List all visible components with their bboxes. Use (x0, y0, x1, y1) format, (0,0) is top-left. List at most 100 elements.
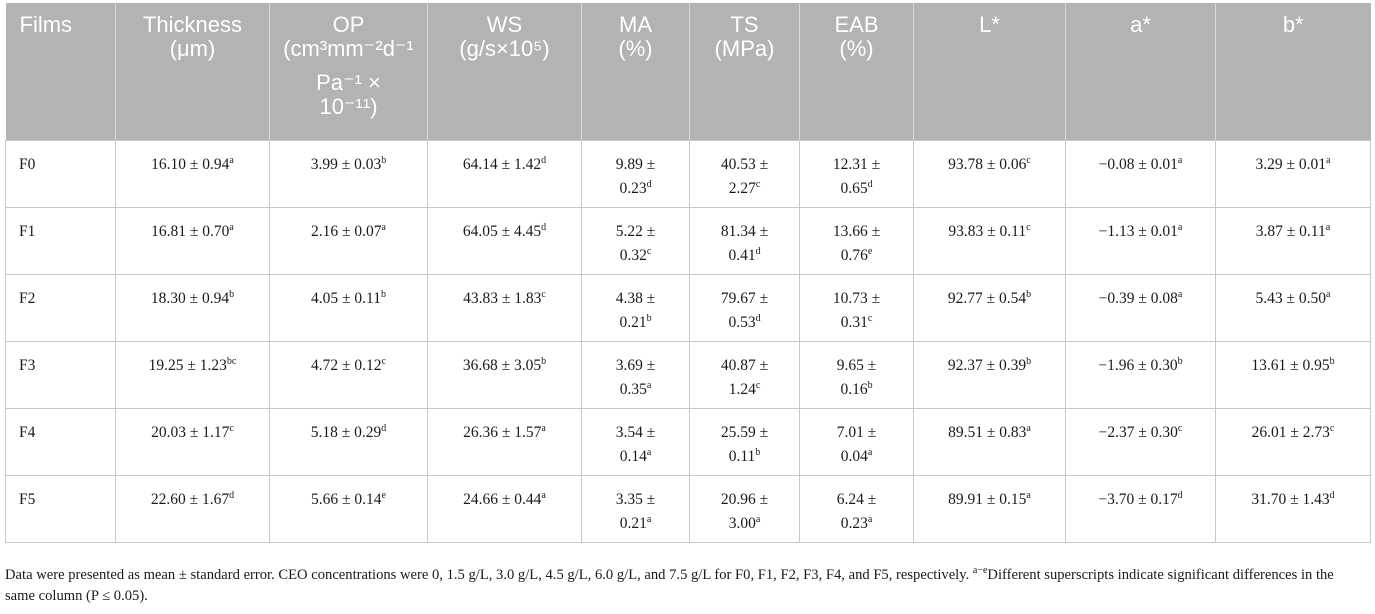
cell-superscript: b (867, 379, 873, 391)
table-row: F2 18.30 ± 0.94b 4.05 ± 0.11b 43.83 ± 1.83c… (5, 273, 1371, 342)
cell-op: 4.72 ± 0.12c (269, 340, 428, 409)
table-row: F4 20.03 ± 1.17c 5.18 ± 0.29d 26.36 ± 1.57a… (5, 407, 1371, 476)
cell-value: 40.87 ± 1.24 (720, 356, 769, 398)
cell-superscript: d (381, 422, 387, 434)
cell-b: 26.01 ± 2.73c (1215, 407, 1371, 476)
cell-ws: 36.68 ± 3.05b (427, 340, 582, 409)
cell-superscript: b (229, 288, 235, 300)
cell-ts: 20.96 ± 3.00a (689, 474, 800, 543)
cell-b: 3.29 ± 0.01a (1215, 139, 1371, 208)
cell-value: 40.53 ± 2.27 (720, 155, 769, 197)
header-ma: MA (%) (581, 3, 690, 140)
cell-value: 26.01 ± 2.73 (1251, 423, 1330, 441)
cell-superscript: a (1177, 154, 1183, 166)
cell-value: 2.16 ± 0.07 (311, 222, 382, 240)
cell-b: 5.43 ± 0.50a (1215, 273, 1371, 342)
cell-value: 6.24 ± 0.23 (836, 490, 877, 532)
film-label: F0 (5, 139, 116, 208)
cell-value: 5.22 ± 0.32 (615, 222, 656, 264)
cell-value: 3.87 ± 0.11 (1255, 222, 1326, 240)
cell-ts: 40.87 ± 1.24c (689, 340, 800, 409)
cell-superscript: b (646, 312, 652, 324)
cell-value: −0.39 ± 0.08 (1098, 289, 1178, 307)
cell-superscript: b (381, 154, 387, 166)
cell-eab: 10.73 ± 0.31c (799, 273, 914, 342)
cell-op: 4.05 ± 0.11b (269, 273, 428, 342)
cell-superscript: b (1177, 355, 1183, 367)
table-row: F3 19.25 ± 1.23bc 4.72 ± 0.12c 36.68 ± 3.05… (5, 340, 1371, 409)
cell-value: 3.54 ± 0.14 (615, 423, 656, 465)
table-footnote: Data were presented as mean ± standard e… (5, 565, 1365, 607)
cell-superscript: a (1026, 489, 1031, 501)
cell-value: 92.37 ± 0.39 (947, 356, 1027, 374)
cell-superscript: c (1026, 221, 1031, 233)
film-label: F3 (5, 340, 116, 409)
cell-op: 5.66 ± 0.14e (269, 474, 428, 543)
cell-b: 13.61 ± 0.95b (1215, 340, 1371, 409)
cell-value: 20.96 ± 3.00 (720, 490, 769, 532)
cell-a: −2.37 ± 0.30c (1065, 407, 1216, 476)
header-thickness: Thickness (μm) (115, 3, 270, 140)
cell-b: 31.70 ± 1.43d (1215, 474, 1371, 543)
cell-ma: 3.54 ± 0.14a (581, 407, 690, 476)
cell-ma: 3.35 ± 0.21a (581, 474, 690, 543)
cell-value: 31.70 ± 1.43 (1251, 490, 1330, 508)
cell-value: 4.72 ± 0.12 (311, 356, 382, 374)
cell-value: 92.77 ± 0.54 (947, 289, 1027, 307)
cell-value: 5.18 ± 0.29 (310, 423, 382, 441)
cell-ts: 25.59 ± 0.11b (689, 407, 800, 476)
cell-value: 64.14 ± 1.42 (462, 155, 542, 173)
cell-superscript: c (646, 245, 652, 257)
cell-value: 89.51 ± 0.83 (948, 423, 1027, 441)
cell-superscript: a (1026, 422, 1031, 434)
cell-value: 93.83 ± 0.11 (948, 222, 1027, 240)
cell-value: 3.35 ± 0.21 (615, 490, 656, 532)
cell-ma: 5.22 ± 0.32c (581, 206, 690, 275)
cell-value: 3.29 ± 0.01 (1255, 155, 1327, 173)
cell-superscript: c (381, 355, 386, 367)
footnote-tail: Different superscripts indicate signific… (5, 567, 1334, 604)
header-op: OP (cm³mm⁻²d⁻¹ Pa⁻¹ × 10⁻¹¹) (269, 3, 428, 140)
cell-value: 25.59 ± 0.11 (720, 423, 769, 465)
cell-superscript: c (229, 422, 234, 434)
cell-superscript: a (646, 446, 652, 458)
cell-value: 4.05 ± 0.11 (311, 289, 381, 307)
cell-value: 13.61 ± 0.95 (1251, 356, 1330, 374)
cell-thickness: 19.25 ± 1.23bc (115, 340, 270, 409)
cell-superscript: a (1326, 154, 1331, 166)
header-eab: EAB (%) (799, 3, 914, 140)
cell-value: 22.60 ± 1.67 (150, 490, 230, 508)
cell-l: 92.37 ± 0.39b (913, 340, 1066, 409)
cell-a: −1.13 ± 0.01a (1065, 206, 1216, 275)
cell-value: 19.25 ± 1.23 (148, 356, 227, 374)
cell-superscript: a (1177, 288, 1183, 300)
cell-superscript: a (541, 422, 546, 434)
cell-superscript: d (755, 312, 761, 324)
header-films: Films (5, 3, 116, 140)
cell-a: −1.96 ± 0.30b (1065, 340, 1216, 409)
cell-ts: 40.53 ± 2.27c (689, 139, 800, 208)
cell-superscript: d (541, 221, 547, 233)
cell-a: −0.08 ± 0.01a (1065, 139, 1216, 208)
cell-l: 93.78 ± 0.06c (913, 139, 1066, 208)
cell-thickness: 16.10 ± 0.94a (115, 139, 270, 208)
cell-ws: 24.66 ± 0.44a (427, 474, 582, 543)
table-row: F1 16.81 ± 0.70a 2.16 ± 0.07a 64.05 ± 4.45d… (5, 206, 1371, 275)
cell-superscript: c (541, 288, 546, 300)
cell-value: −0.08 ± 0.01 (1098, 155, 1178, 173)
film-label: F1 (5, 206, 116, 275)
cell-superscript: b (755, 446, 761, 458)
cell-superscript: d (541, 154, 547, 166)
cell-eab: 12.31 ± 0.65d (799, 139, 914, 208)
cell-value: 12.31 ± 0.65 (832, 155, 881, 197)
cell-superscript: a (229, 154, 234, 166)
cell-ws: 64.14 ± 1.42d (427, 139, 582, 208)
cell-superscript: c (1329, 422, 1335, 434)
cell-l: 89.91 ± 0.15a (913, 474, 1066, 543)
cell-value: 3.99 ± 0.03 (310, 155, 382, 173)
cell-superscript: a (1325, 221, 1331, 233)
table-body: F0 16.10 ± 0.94a 3.99 ± 0.03b 64.14 ± 1.42d… (5, 139, 1371, 543)
cell-value: 20.03 ± 1.17 (151, 423, 230, 441)
cell-ma: 9.89 ± 0.23d (581, 139, 690, 208)
header-ws: WS (g/s×10⁵) (427, 3, 582, 140)
